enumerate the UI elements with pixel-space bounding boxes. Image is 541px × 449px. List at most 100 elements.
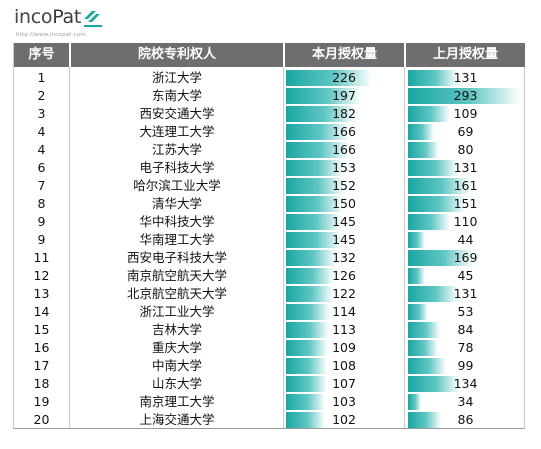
row-current-month-value: 166 bbox=[332, 142, 356, 157]
table-row: 6 电子科技大学 153 131 bbox=[14, 159, 525, 177]
row-university-name: 东南大学 bbox=[151, 88, 202, 103]
row-rank: 9 bbox=[37, 214, 46, 229]
row-current-month-bar bbox=[286, 340, 328, 356]
row-university-name: 西安交通大学 bbox=[139, 106, 215, 121]
table-row: 4 江苏大学 166 80 bbox=[14, 141, 525, 159]
table-row: 8 清华大学 150 151 bbox=[14, 195, 525, 213]
row-previous-month-bar bbox=[408, 376, 459, 392]
row-university-name: 北京航空航天大学 bbox=[126, 286, 227, 301]
table-row: 20 上海交通大学 102 86 bbox=[14, 411, 525, 429]
row-previous-month-cell: 80 bbox=[406, 141, 525, 159]
table-row: 14 浙江工业大学 114 53 bbox=[14, 303, 525, 321]
row-rank: 8 bbox=[37, 196, 46, 211]
row-rank: 12 bbox=[33, 268, 50, 283]
row-current-month-value: 107 bbox=[332, 376, 356, 391]
incopat-logo: incoPat http://www.incopat.com bbox=[14, 6, 134, 42]
row-rank: 17 bbox=[33, 358, 50, 373]
row-previous-month-bar bbox=[408, 160, 458, 176]
row-previous-month-value: 80 bbox=[457, 142, 474, 157]
row-current-month-bar bbox=[286, 286, 333, 302]
row-previous-month-bar bbox=[408, 124, 434, 140]
row-university-name: 电子科技大学 bbox=[139, 160, 215, 175]
row-university-name: 南京航空航天大学 bbox=[126, 268, 227, 283]
row-current-month-cell: 145 bbox=[284, 231, 404, 249]
row-previous-month-bar bbox=[408, 358, 446, 374]
row-current-month-value: 197 bbox=[332, 88, 356, 103]
column-divider bbox=[283, 67, 284, 428]
row-previous-month-value: 99 bbox=[457, 358, 474, 373]
row-rank: 2 bbox=[37, 88, 46, 103]
row-rank: 3 bbox=[37, 106, 46, 121]
row-previous-month-value: 69 bbox=[457, 124, 474, 139]
row-current-month-cell: 107 bbox=[284, 375, 404, 393]
table-row: 15 吉林大学 113 84 bbox=[14, 321, 525, 339]
row-current-month-bar bbox=[286, 124, 349, 140]
header-previous-month: 上月授权量 bbox=[432, 47, 498, 62]
row-current-month-cell: 113 bbox=[284, 321, 404, 339]
table-body: 1 浙江大学 226 131 2 东南大学 197 293 3 西安交通大学 182 109 4 大连理工… bbox=[14, 69, 525, 429]
table-row: 9 华南理工大学 145 44 bbox=[14, 231, 525, 249]
row-previous-month-cell: 161 bbox=[406, 177, 525, 195]
logo-wordmark: incoPat bbox=[14, 6, 81, 28]
table-row: 4 大连理工大学 166 69 bbox=[14, 123, 525, 141]
row-previous-month-bar bbox=[408, 70, 458, 86]
row-rank: 20 bbox=[33, 412, 50, 427]
row-previous-month-cell: 69 bbox=[406, 123, 525, 141]
row-previous-month-bar bbox=[408, 178, 470, 194]
row-current-month-cell: 150 bbox=[284, 195, 404, 213]
header-divider bbox=[283, 43, 285, 67]
row-previous-month-cell: 78 bbox=[406, 339, 525, 357]
logo-url: http://www.incopat.com bbox=[16, 32, 86, 38]
row-previous-month-bar bbox=[408, 250, 473, 266]
row-current-month-bar bbox=[286, 178, 344, 194]
logo-wordmark-inco: inco bbox=[14, 6, 53, 28]
table-row: 19 南京理工大学 103 34 bbox=[14, 393, 525, 411]
row-current-month-bar bbox=[286, 268, 334, 284]
row-previous-month-bar bbox=[408, 340, 438, 356]
table-row: 12 南京航空航天大学 126 45 bbox=[14, 267, 525, 285]
row-rank: 13 bbox=[33, 286, 50, 301]
row-current-month-value: 126 bbox=[332, 268, 356, 283]
row-previous-month-value: 134 bbox=[453, 376, 478, 391]
row-current-month-cell: 145 bbox=[284, 213, 404, 231]
row-current-month-value: 103 bbox=[332, 394, 356, 409]
row-rank: 15 bbox=[33, 322, 50, 337]
row-previous-month-bar bbox=[408, 394, 421, 410]
row-previous-month-bar bbox=[408, 232, 425, 248]
row-previous-month-cell: 45 bbox=[406, 267, 525, 285]
row-current-month-bar bbox=[286, 322, 329, 338]
table-row: 11 西安电子科技大学 132 169 bbox=[14, 249, 525, 267]
row-previous-month-value: 84 bbox=[457, 322, 474, 337]
row-previous-month-value: 161 bbox=[453, 178, 478, 193]
row-previous-month-value: 131 bbox=[453, 286, 478, 301]
row-previous-month-bar bbox=[408, 214, 450, 230]
row-university-name: 吉林大学 bbox=[151, 322, 202, 337]
row-previous-month-cell: 131 bbox=[406, 69, 525, 87]
row-previous-month-value: 110 bbox=[453, 214, 478, 229]
row-current-month-bar bbox=[286, 196, 343, 212]
row-university-name: 西安电子科技大学 bbox=[126, 250, 227, 265]
row-current-month-cell: 126 bbox=[284, 267, 404, 285]
row-current-month-value: 113 bbox=[332, 322, 356, 337]
row-previous-month-bar bbox=[408, 196, 466, 212]
row-rank: 9 bbox=[37, 232, 46, 247]
row-current-month-value: 102 bbox=[332, 412, 356, 427]
table-row: 9 华中科技大学 145 110 bbox=[14, 213, 525, 231]
header-divider bbox=[404, 43, 406, 67]
row-rank: 4 bbox=[37, 124, 46, 139]
row-previous-month-bar bbox=[408, 322, 440, 338]
row-current-month-bar bbox=[286, 358, 327, 374]
row-current-month-value: 152 bbox=[332, 178, 356, 193]
row-current-month-value: 132 bbox=[332, 250, 356, 265]
table-row: 2 东南大学 197 293 bbox=[14, 87, 525, 105]
row-rank: 14 bbox=[33, 304, 50, 319]
row-current-month-cell: 226 bbox=[284, 69, 404, 87]
row-current-month-cell: 114 bbox=[284, 303, 404, 321]
row-rank: 11 bbox=[33, 250, 50, 265]
row-previous-month-cell: 53 bbox=[406, 303, 525, 321]
row-previous-month-bar bbox=[408, 412, 441, 428]
row-current-month-value: 114 bbox=[332, 304, 356, 319]
row-previous-month-cell: 86 bbox=[406, 411, 525, 429]
row-current-month-cell: 197 bbox=[284, 87, 404, 105]
row-current-month-cell: 166 bbox=[284, 123, 404, 141]
